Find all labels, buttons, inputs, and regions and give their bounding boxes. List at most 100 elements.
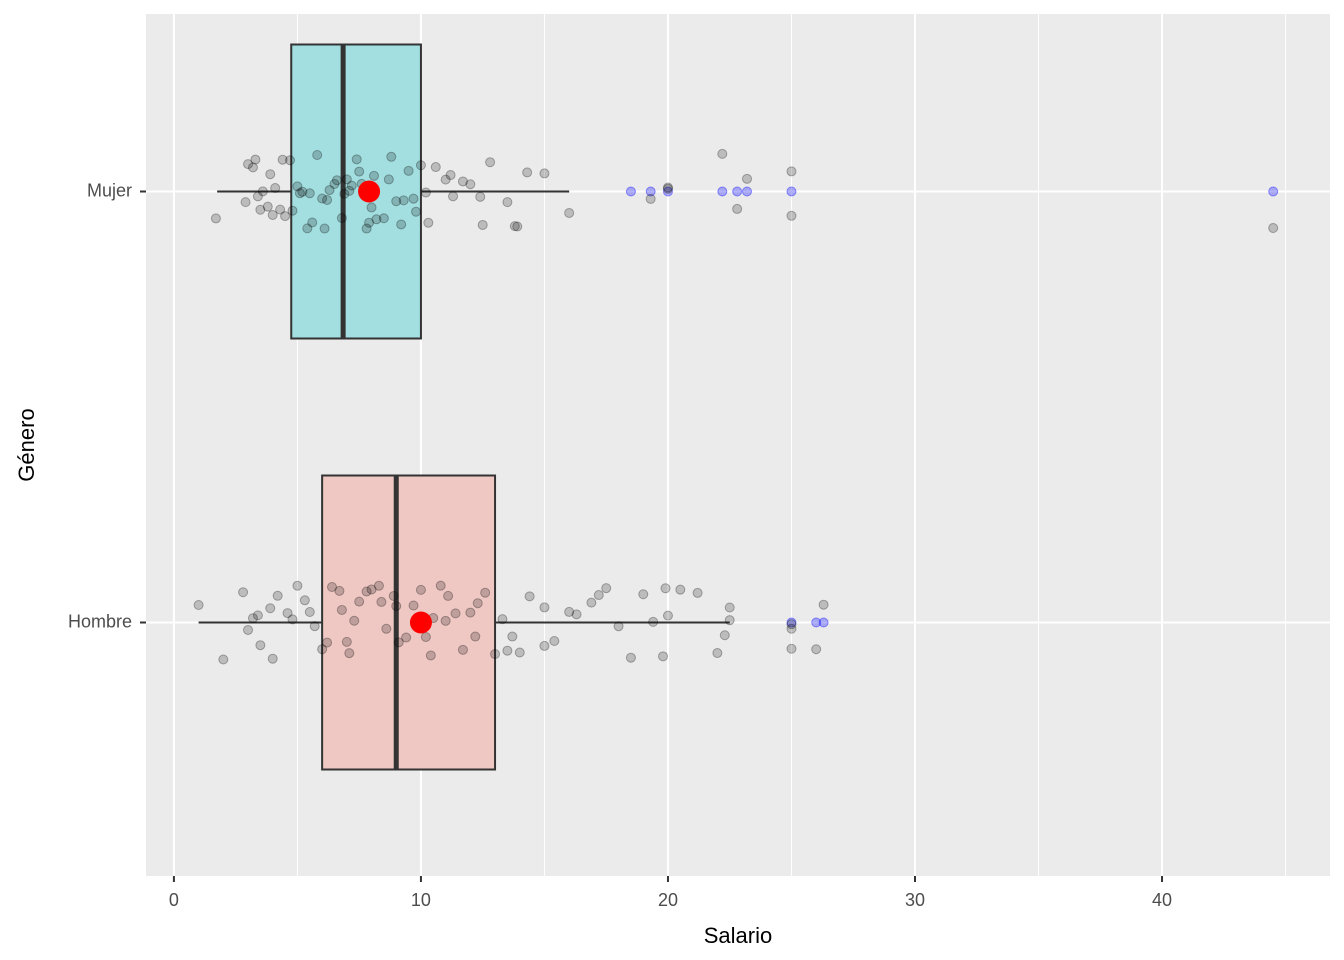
jitter-point — [539, 168, 550, 179]
mean — [358, 180, 381, 203]
jitter-point — [539, 602, 550, 613]
jitter-point — [472, 598, 483, 609]
x-tick-label: 20 — [658, 890, 678, 910]
jitter-point — [586, 597, 597, 608]
jitter-point — [351, 154, 362, 165]
outlier — [662, 186, 673, 197]
jitter-point — [304, 606, 315, 617]
jitter-point — [376, 596, 387, 607]
jitter-point — [786, 210, 797, 221]
jitter-point — [524, 591, 535, 602]
box — [321, 474, 497, 771]
jitter-point — [309, 621, 320, 632]
jitter-point — [448, 191, 459, 202]
jitter-point — [549, 636, 560, 647]
jitter-point — [272, 590, 283, 601]
jitter-point — [786, 643, 797, 654]
jitter-point — [485, 157, 496, 168]
jitter-point — [336, 604, 347, 615]
jitter-point — [257, 186, 268, 197]
x-tick-label: 40 — [1152, 890, 1172, 910]
jitter-point — [252, 610, 263, 621]
jitter-point — [193, 599, 204, 610]
x-tick-label: 0 — [169, 890, 179, 910]
y-tick-label: Hombre — [68, 611, 132, 631]
jitter-point — [712, 648, 723, 659]
jitter-point — [717, 148, 728, 159]
jitter-point — [304, 188, 315, 199]
jitter-point — [613, 621, 624, 632]
jitter-point — [571, 609, 582, 620]
jitter-point — [391, 196, 402, 207]
box — [290, 43, 422, 340]
jitter-point — [440, 615, 451, 626]
jitter-point — [411, 206, 422, 217]
jitter-point — [270, 183, 281, 194]
jitter-point — [786, 166, 797, 177]
x-axis-title: Salario — [704, 923, 772, 948]
jitter-point — [522, 167, 533, 178]
jitter-point — [732, 203, 743, 214]
jitter-point — [287, 614, 298, 625]
jitter-point — [638, 589, 649, 600]
jitter-point — [329, 179, 340, 190]
jitter-point — [435, 580, 446, 591]
jitter-point — [818, 599, 829, 610]
jitter-point — [265, 603, 276, 614]
jitter-point — [564, 606, 575, 617]
jitter-point — [361, 586, 372, 597]
jitter-point — [401, 632, 412, 643]
jitter-point — [648, 616, 659, 627]
jitter-point — [369, 170, 380, 181]
jitter-point — [317, 644, 328, 655]
jitter-point — [497, 614, 508, 625]
jitter-point — [297, 186, 308, 197]
x-tick-label: 10 — [411, 890, 431, 910]
outlier — [1268, 186, 1279, 197]
jitter-point — [420, 632, 431, 643]
jitter-point — [425, 650, 436, 661]
jitter-point — [341, 636, 352, 647]
jitter-point — [366, 202, 377, 213]
outlier — [645, 186, 656, 197]
jitter-point — [507, 631, 518, 642]
jitter-point — [371, 214, 382, 225]
mean — [409, 611, 432, 634]
jitter-point — [322, 637, 333, 648]
jitter-point — [450, 608, 461, 619]
jitter-point — [250, 154, 261, 165]
outlier — [625, 186, 636, 197]
jitter-point — [336, 213, 347, 224]
jitter-point — [287, 205, 298, 216]
jitter-point — [265, 169, 276, 180]
jitter-point — [267, 653, 278, 664]
jitter-point — [317, 193, 328, 204]
jitter-point — [344, 185, 355, 196]
jitter-point — [811, 644, 822, 655]
jitter-point — [662, 610, 673, 621]
jitter-point — [366, 584, 377, 595]
jitter-point — [662, 183, 673, 194]
jitter-point — [285, 155, 296, 166]
jitter-point — [502, 645, 513, 656]
jitter-point — [210, 213, 221, 224]
jitter-point — [262, 201, 273, 212]
jitter-point — [692, 587, 703, 598]
jitter-point — [465, 179, 476, 190]
jitter-point — [275, 204, 286, 215]
outlier — [786, 617, 797, 628]
jitter-point — [324, 185, 335, 196]
jitter-point — [247, 162, 258, 173]
jitter-point — [391, 601, 402, 612]
jitter-point — [334, 585, 345, 596]
jitter-point — [662, 182, 673, 193]
jitter-point — [267, 209, 278, 220]
jitter-point — [625, 652, 636, 663]
outlier — [742, 186, 753, 197]
outlier — [786, 186, 797, 197]
jitter-point — [361, 223, 372, 234]
x-tick-label: 30 — [905, 890, 925, 910]
jitter-point — [344, 648, 355, 659]
jitter-point — [403, 165, 414, 176]
